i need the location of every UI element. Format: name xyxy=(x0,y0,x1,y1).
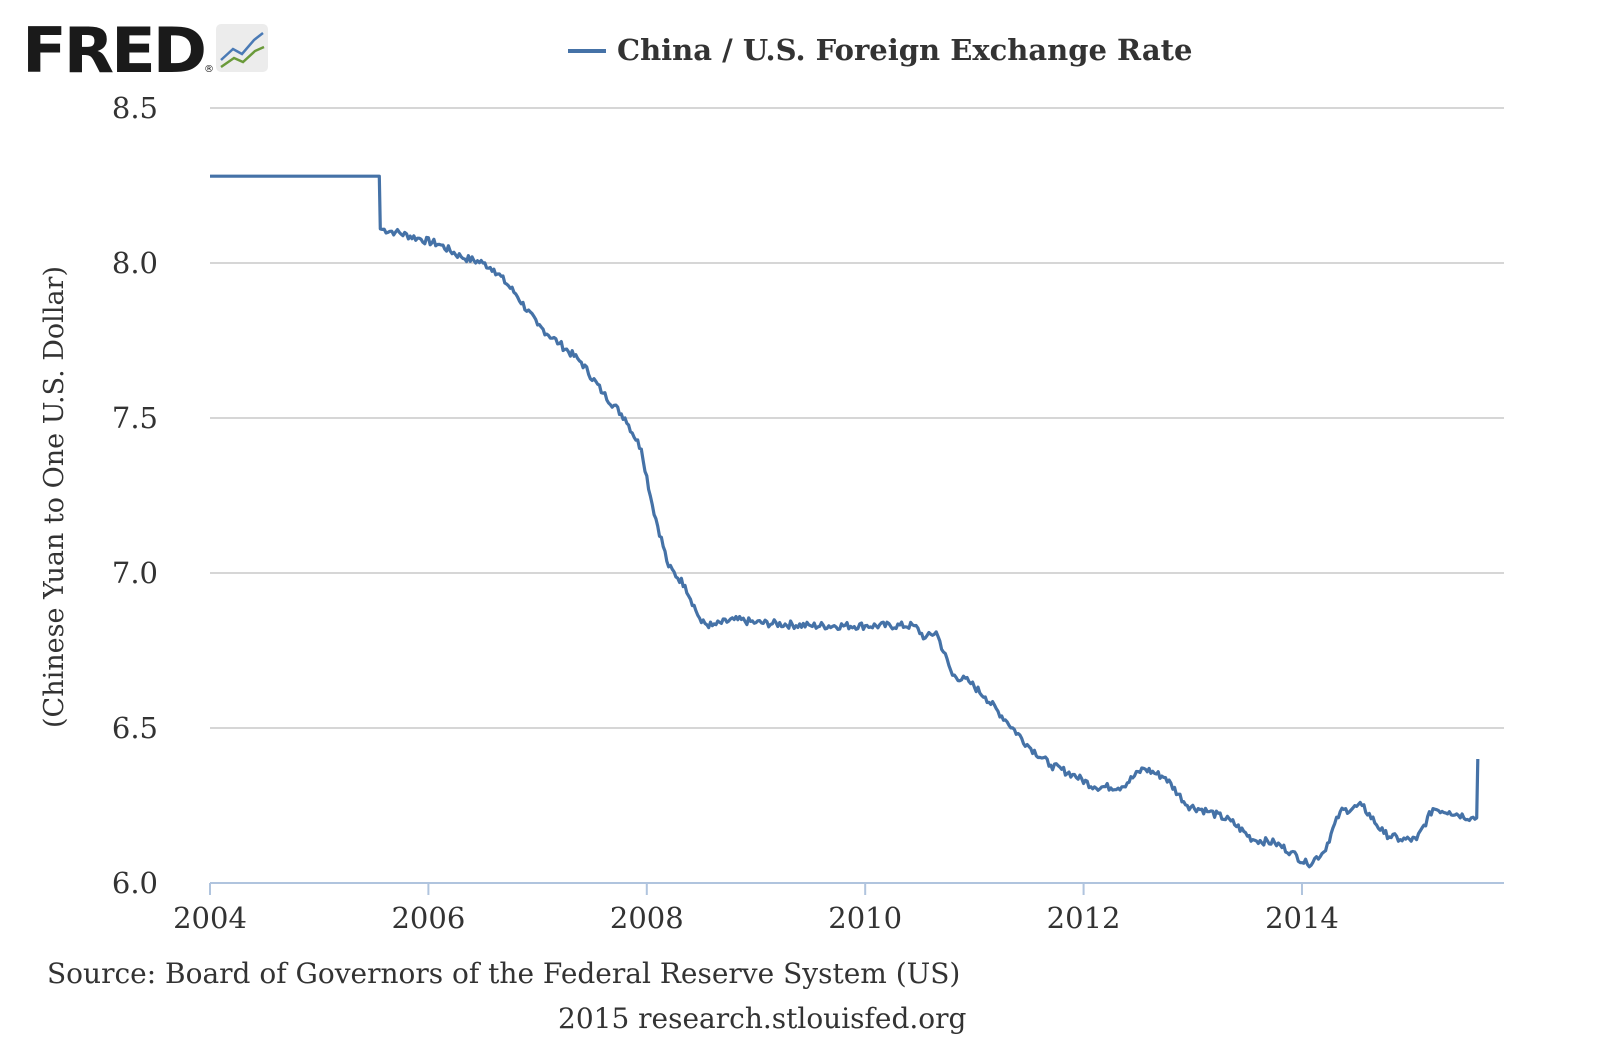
y-tick-label: 8.0 xyxy=(112,246,158,280)
chart-trend-icon xyxy=(216,24,268,72)
fred-logo: FRED ® xyxy=(22,14,268,87)
y-tick-label: 7.0 xyxy=(112,556,158,590)
credit-note: 2015 research.stlouisfed.org xyxy=(558,1002,967,1035)
gridlines xyxy=(210,107,1504,729)
y-tick-label: 6.5 xyxy=(112,711,158,745)
fred-logo-text: FRED xyxy=(22,14,205,87)
fred-logo-registered: ® xyxy=(204,64,214,75)
source-note: Source: Board of Governors of the Federa… xyxy=(47,957,960,990)
y-axis-ticks: 6.0 6.5 7.0 7.5 8.0 8.5 xyxy=(112,91,158,900)
y-tick-label: 8.5 xyxy=(112,91,158,125)
x-tick-label: 2008 xyxy=(610,901,684,935)
series-line xyxy=(210,174,1480,869)
x-tick-label: 2004 xyxy=(173,901,247,935)
x-tick-label: 2006 xyxy=(391,901,465,935)
x-axis-ticks: 2004 2006 2008 2010 2012 2014 xyxy=(173,883,1339,935)
legend-label: China / U.S. Foreign Exchange Rate xyxy=(617,33,1192,67)
y-axis-title: (Chinese Yuan to One U.S. Dollar) xyxy=(39,266,70,728)
x-tick-label: 2014 xyxy=(1265,901,1339,935)
series-layer xyxy=(210,174,1480,869)
legend: China / U.S. Foreign Exchange Rate xyxy=(568,33,1192,67)
x-tick-label: 2010 xyxy=(828,901,902,935)
y-tick-label: 6.0 xyxy=(112,866,158,900)
y-tick-label: 7.5 xyxy=(112,401,158,435)
x-tick-label: 2012 xyxy=(1047,901,1121,935)
